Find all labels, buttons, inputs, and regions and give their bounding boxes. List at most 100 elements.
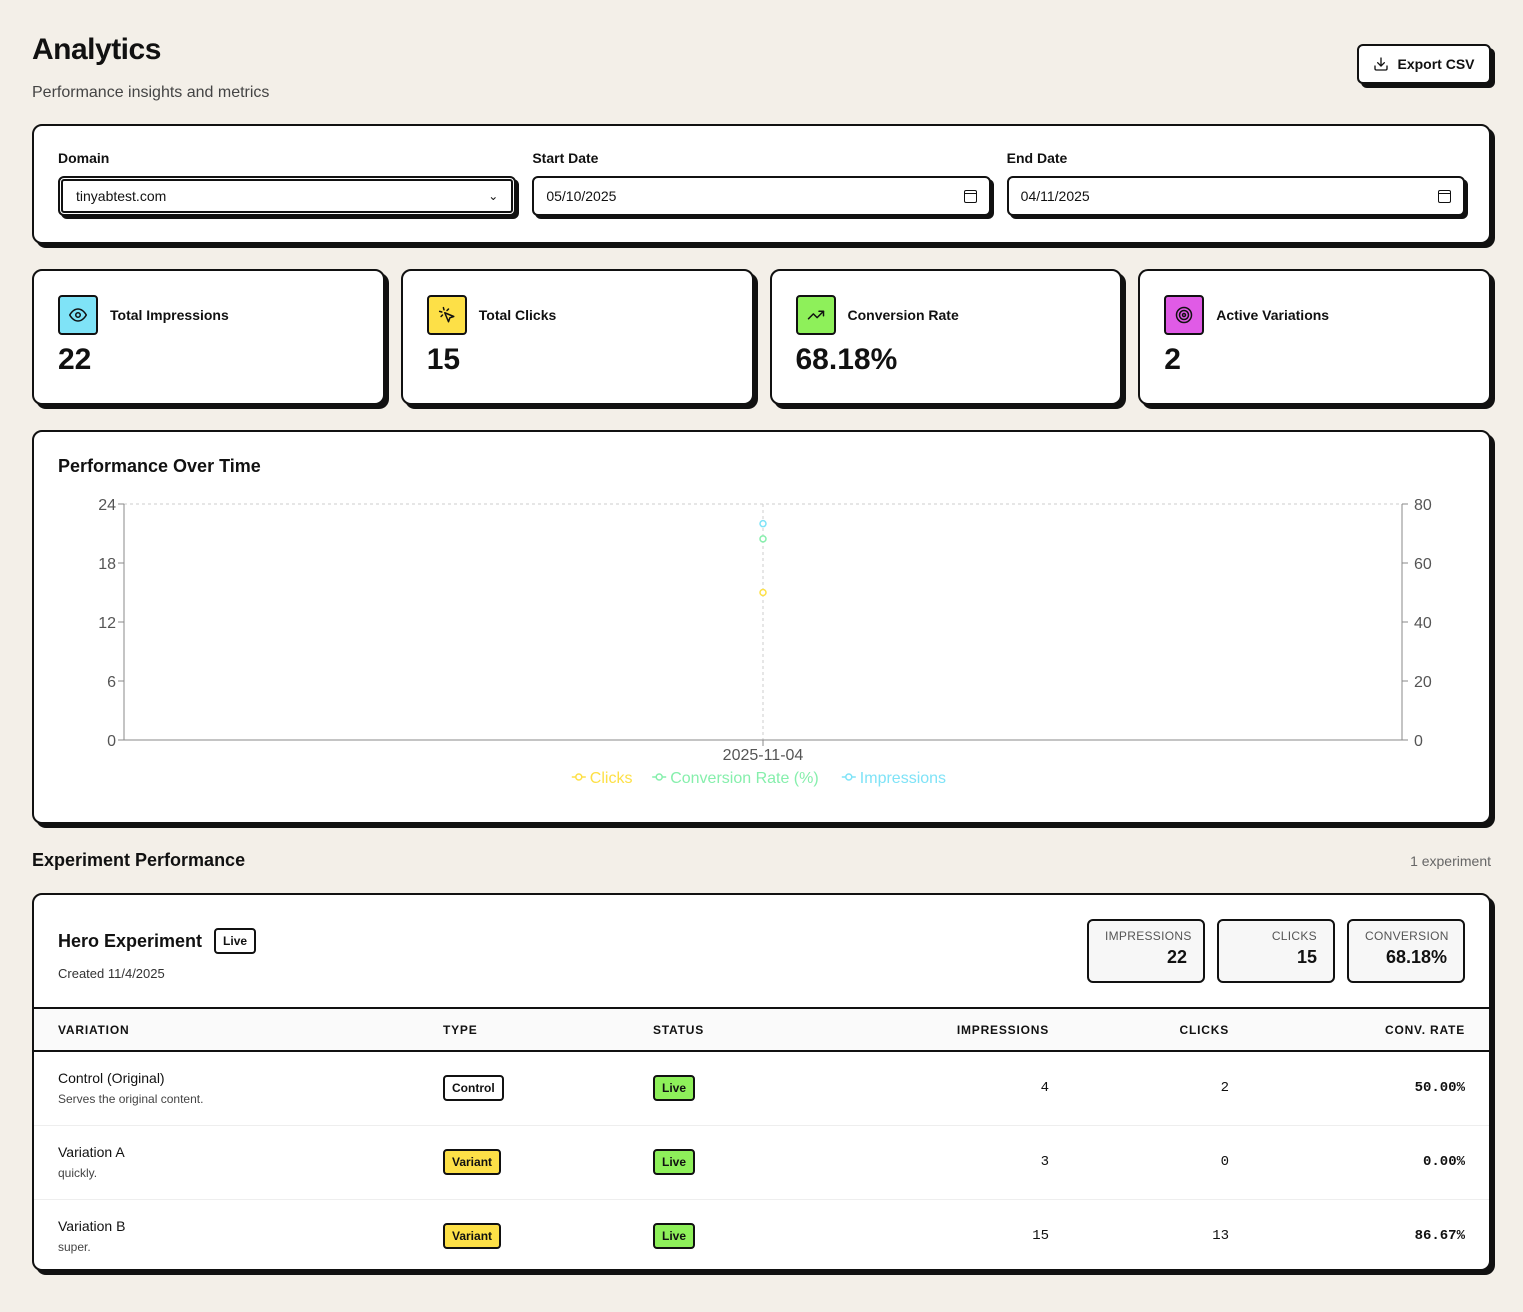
y-tick-label: 0 — [107, 733, 116, 750]
mini-stat-value: 68.18% — [1385, 947, 1447, 967]
domain-select[interactable]: tinyabtest.com ⌄ — [58, 176, 517, 216]
mini-stat-label: CONVERSION — [1365, 929, 1449, 943]
download-icon — [1374, 57, 1389, 71]
mini-stat-label: CLICKS — [1271, 929, 1317, 943]
target-icon — [1164, 295, 1205, 335]
start-date-input[interactable]: 05/10/2025 — [532, 176, 991, 216]
trending-up-icon — [795, 295, 836, 335]
table-row: Variation A quickly. Variant Live 3 0 0.0… — [34, 1125, 1489, 1199]
y-tick-label-right: 40 — [1414, 615, 1432, 632]
legend-marker-dot — [575, 773, 583, 781]
stat-value: 2 — [1164, 343, 1181, 376]
cursor-click-icon — [426, 295, 467, 335]
page-header: Analytics Performance insights and metri… — [32, 32, 1491, 124]
column-header: TYPE — [443, 1022, 478, 1037]
conv-rate-cell: 86.67% — [1414, 1228, 1465, 1245]
end-date-filter: End Date 04/11/2025 — [1006, 150, 1465, 218]
impressions-cell: 4 — [1040, 1080, 1049, 1097]
variation-description: quickly. — [58, 1166, 98, 1180]
stat-card-conversion: Conversion Rate 68.18% — [769, 269, 1123, 405]
end-date-value: 04/11/2025 — [1020, 188, 1090, 204]
export-csv-label: Export CSV — [1397, 56, 1475, 72]
chart-title: Performance Over Time — [58, 456, 261, 476]
stat-label: Total Impressions — [110, 307, 229, 323]
column-header: VARIATION — [58, 1022, 130, 1037]
clicks-cell: 2 — [1220, 1080, 1229, 1097]
variation-name: Control (Original) — [58, 1070, 165, 1087]
type-badge: Control — [443, 1075, 504, 1102]
stat-label: Active Variations — [1216, 307, 1330, 323]
legend-label: Impressions — [860, 770, 946, 787]
table-row: Variation B super. Variant Live 15 13 86.… — [34, 1199, 1489, 1269]
stat-value: 22 — [58, 343, 92, 376]
y-tick-label-right: 80 — [1414, 497, 1432, 514]
conv-rate-cell: 0.00% — [1422, 1154, 1465, 1170]
data-point — [759, 535, 767, 543]
start-date-label: Start Date — [532, 150, 599, 166]
mini-stat-clicks: CLICKS 15 — [1217, 919, 1335, 983]
start-date-filter: Start Date 05/10/2025 — [532, 150, 991, 218]
column-header: IMPRESSIONS — [956, 1022, 1049, 1037]
clicks-cell: 13 — [1212, 1228, 1229, 1245]
stat-label: Total Clicks — [478, 307, 557, 323]
page-subtitle: Performance insights and metrics — [32, 84, 270, 101]
mini-stat-impressions: IMPRESSIONS 22 — [1087, 919, 1205, 983]
impressions-cell: 15 — [1032, 1228, 1049, 1245]
end-date-input[interactable]: 04/11/2025 — [1006, 176, 1465, 216]
domain-filter: Domain tinyabtest.com ⌄ — [58, 150, 517, 218]
experiment-count: 1 experiment — [1410, 852, 1491, 869]
experiment-stats: IMPRESSIONS 22 CLICKS 15 CONVERSION 68.1… — [1087, 919, 1465, 983]
analytics-page: Analytics Performance insights and metri… — [32, 32, 1491, 1271]
y-tick-label-right: 20 — [1414, 674, 1432, 691]
y-tick-label: 12 — [98, 615, 116, 632]
domain-label: Domain — [58, 150, 110, 166]
stat-value: 68.18% — [795, 343, 898, 376]
stat-card-variations: Active Variations 2 — [1138, 269, 1491, 405]
y-tick-label: 6 — [107, 674, 116, 691]
performance-chart-card: Performance Over Time 0 6 12 18 24 0 20 40 60 80 2… — [32, 430, 1491, 824]
performance-chart: 0 6 12 18 24 0 20 40 60 80 2025-11-04 Clicks Convers… — [98, 497, 1432, 787]
status-badge: Live — [653, 1149, 696, 1175]
export-csv-button[interactable]: Export CSV — [1357, 44, 1491, 84]
experiment-created: Created 11/4/2025 — [58, 966, 165, 981]
experiment-name: Hero Experiment — [58, 930, 203, 951]
column-header: CLICKS — [1179, 1022, 1229, 1037]
data-point — [759, 519, 767, 528]
legend-label: Conversion Rate (%) — [670, 770, 819, 787]
page-title: Analytics — [32, 33, 161, 66]
calendar-icon[interactable] — [1437, 189, 1451, 203]
filters-card: Domain tinyabtest.com ⌄ Start Date 05/10… — [32, 124, 1491, 244]
variation-name: Variation B — [58, 1218, 126, 1235]
experiment-header: Hero Experiment Live Created 11/4/2025 I… — [34, 895, 1489, 1009]
eye-icon — [58, 295, 98, 335]
stat-label: Conversion Rate — [847, 307, 959, 323]
experiments-section-header: Experiment Performance 1 experiment — [32, 850, 1491, 871]
section-title: Experiment Performance — [32, 850, 246, 870]
type-badge: Variant — [443, 1149, 502, 1175]
stat-card-clicks: Total Clicks 15 — [400, 269, 754, 405]
column-header: CONV. RATE — [1384, 1022, 1465, 1037]
chevron-down-icon: ⌄ — [488, 189, 499, 203]
mini-stat-value: 22 — [1166, 947, 1187, 967]
table-row: Control (Original) Serves the original co… — [34, 1051, 1489, 1125]
mini-stat-conversion: CONVERSION 68.18% — [1347, 919, 1465, 983]
y-tick-label: 18 — [98, 556, 116, 573]
mini-stat-label: IMPRESSIONS — [1105, 929, 1192, 943]
y-tick-label-right: 0 — [1414, 733, 1423, 750]
stat-value: 15 — [426, 343, 461, 376]
variation-description: super. — [58, 1240, 91, 1255]
impressions-cell: 3 — [1040, 1154, 1049, 1170]
status-badge: Live — [214, 928, 257, 954]
stats-row: Total Impressions 22 Total Clicks 15 Con… — [32, 269, 1491, 405]
status-badge: Live — [653, 1223, 696, 1250]
variation-name: Variation A — [58, 1144, 125, 1160]
calendar-icon[interactable] — [963, 189, 977, 203]
conv-rate-cell: 50.00% — [1414, 1080, 1465, 1097]
y-tick-label-right: 60 — [1414, 556, 1432, 573]
legend-marker-dot — [655, 773, 663, 781]
legend-marker-dot — [845, 773, 853, 781]
data-point — [759, 588, 767, 597]
variation-description: Serves the original content. — [58, 1092, 204, 1107]
x-tick-label: 2025-11-04 — [723, 747, 804, 764]
domain-value: tinyabtest.com — [76, 188, 167, 204]
